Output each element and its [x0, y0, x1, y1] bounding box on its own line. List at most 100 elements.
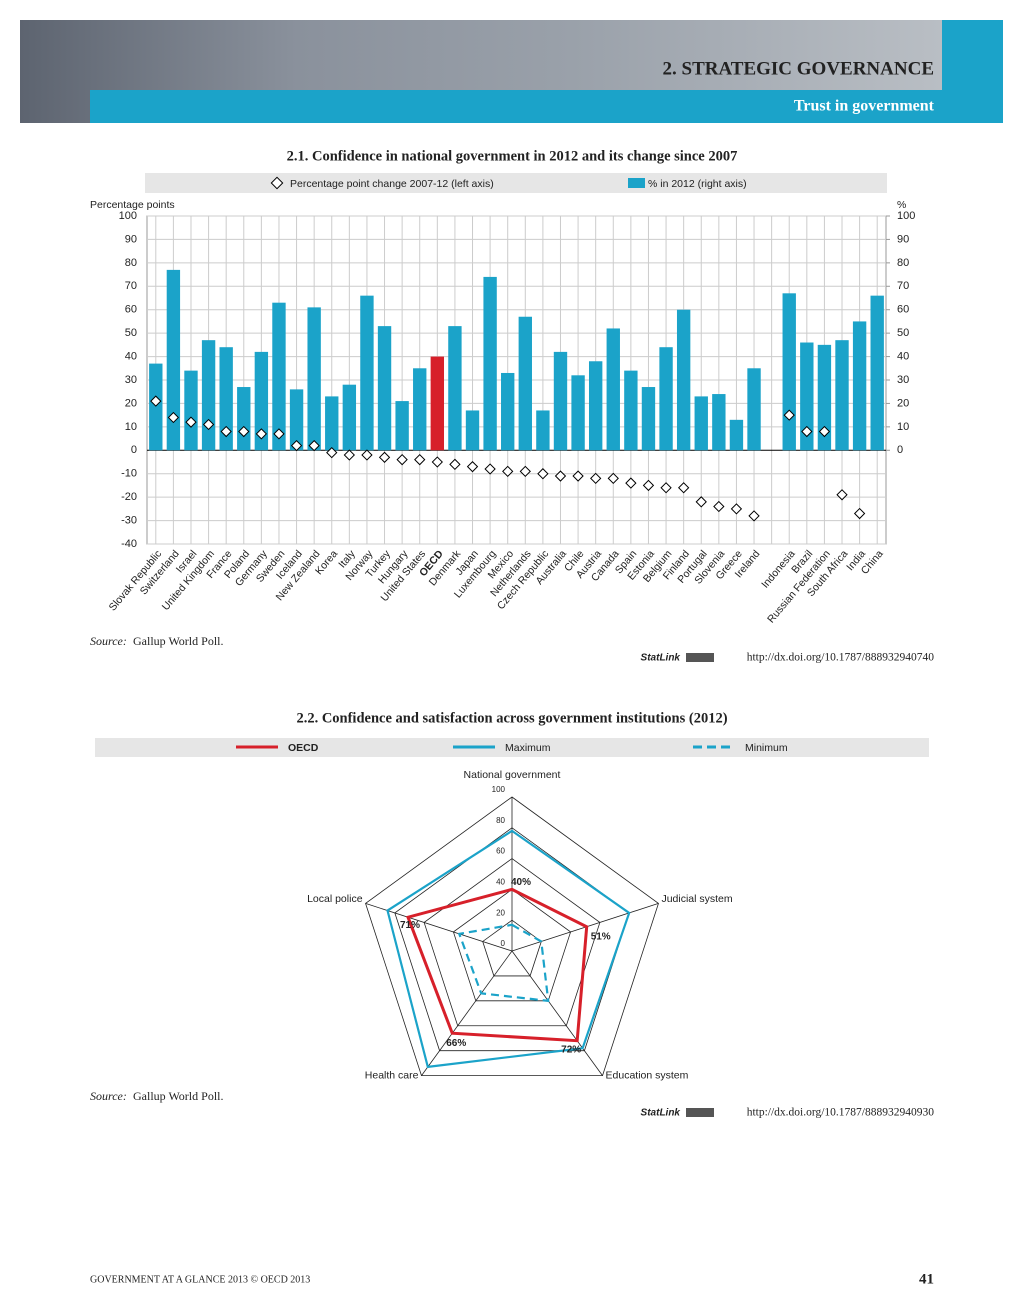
- y-tick-label: -10: [121, 468, 137, 480]
- diamond-marker: [502, 465, 514, 478]
- bar: [254, 351, 269, 451]
- y2-tick-label: 20: [897, 397, 909, 409]
- y2-tick-label: 60: [897, 304, 909, 316]
- bar: [835, 340, 849, 451]
- r-tick-label: 0: [501, 939, 506, 948]
- diamond-marker: [255, 428, 268, 440]
- bar: [342, 384, 357, 451]
- bar: [201, 340, 216, 451]
- legend-label: OECD: [288, 742, 319, 754]
- y-tick-label: -20: [121, 491, 137, 503]
- diamond-marker: [361, 449, 373, 461]
- diamond-marker: [519, 465, 531, 478]
- bar: [360, 295, 374, 451]
- diamond-marker: [836, 489, 848, 501]
- r-tick-label: 60: [496, 847, 505, 856]
- bar: [465, 410, 480, 451]
- source-label: Source:: [90, 1089, 127, 1103]
- y2-tick-label: 100: [897, 210, 915, 222]
- y2-tick-label: 80: [897, 257, 909, 269]
- bar: [289, 389, 304, 451]
- diamond-marker: [220, 425, 232, 438]
- statlink-icon: [686, 653, 714, 662]
- y2-tick-label: 90: [897, 233, 909, 245]
- diamond-marker: [326, 446, 338, 459]
- bar: [747, 368, 761, 451]
- diamond-marker: [554, 470, 567, 482]
- diamond-marker: [590, 472, 602, 485]
- statlink: StatLink: [641, 1108, 681, 1119]
- diamond-marker: [308, 439, 320, 452]
- bar: [782, 293, 796, 451]
- bar: [149, 363, 163, 451]
- radar-ring: [452, 888, 572, 1002]
- y2-tick-label: 30: [897, 374, 909, 386]
- legend-box: [95, 738, 929, 757]
- radar-series: [406, 887, 589, 1043]
- axis-label: National government: [464, 769, 561, 781]
- radar-spoke: [511, 950, 603, 1076]
- bar: [483, 276, 497, 451]
- y2-tick-label: 50: [897, 327, 909, 339]
- y-tick-label: 30: [125, 374, 137, 386]
- axis-label: Judicial system: [661, 893, 732, 905]
- diamond-marker: [853, 507, 866, 520]
- diamond-marker: [273, 428, 285, 440]
- chart-title: 2.2. Confidence and satisfaction across …: [296, 710, 727, 726]
- section-subtitle: Trust in government: [794, 98, 935, 115]
- bar: [448, 326, 462, 451]
- statlink-icon: [686, 1108, 714, 1117]
- diamond-marker: [818, 425, 831, 438]
- axis-label: Health care: [365, 1069, 419, 1081]
- diamond-marker: [625, 477, 637, 489]
- y-tick-label: 50: [125, 327, 137, 339]
- statlink-url[interactable]: http://dx.doi.org/10.1787/888932940930: [747, 1107, 935, 1119]
- bar: [553, 351, 568, 451]
- source: Gallup World Poll.: [133, 1089, 223, 1103]
- section-title: 2. STRATEGIC GOVERNANCE: [663, 58, 935, 79]
- radar-spoke: [365, 903, 513, 952]
- legend-marker: [270, 176, 284, 190]
- bar: [395, 401, 409, 451]
- r-tick-label: 100: [492, 785, 506, 794]
- bar: [641, 387, 656, 451]
- diamond-marker: [713, 500, 725, 513]
- diamond-marker: [414, 454, 426, 466]
- diamond-marker: [572, 470, 584, 482]
- y-tick-label: 60: [125, 304, 137, 316]
- diamond-marker: [783, 409, 795, 421]
- bar: [413, 368, 427, 451]
- footer-text: GOVERNMENT AT A GLANCE 2013 © OECD 2013: [90, 1274, 310, 1285]
- data-label: 71%: [400, 920, 420, 931]
- bar: [870, 295, 884, 451]
- diamond-marker: [378, 451, 391, 463]
- legend-swatch: [628, 178, 645, 188]
- bar: [588, 361, 603, 451]
- radar-spoke: [421, 950, 513, 1076]
- statlink-url[interactable]: http://dx.doi.org/10.1787/888932940740: [747, 652, 935, 664]
- y-tick-label: -40: [121, 538, 137, 550]
- legend-label: Maximum: [505, 742, 551, 754]
- diamond-marker: [642, 479, 655, 492]
- bar: [676, 309, 691, 451]
- y2-tick-label: 0: [897, 444, 903, 456]
- diamond-marker: [748, 510, 760, 522]
- diamond-marker: [238, 425, 250, 438]
- bar: [800, 342, 814, 451]
- bar: [852, 321, 867, 451]
- diamond-marker: [677, 482, 690, 494]
- y-tick-label: 20: [125, 397, 137, 409]
- legend-label: % in 2012 (right axis): [648, 178, 747, 190]
- y-tick-label: 10: [125, 421, 137, 433]
- y-tick-label: -30: [121, 514, 137, 526]
- bar: [571, 375, 585, 451]
- data-label: 66%: [446, 1038, 466, 1049]
- data-label: 40%: [511, 877, 531, 888]
- diamond-marker: [202, 418, 215, 431]
- diamond-marker: [185, 416, 197, 428]
- y2-tick-label: 70: [897, 280, 909, 292]
- r-tick-label: 40: [496, 878, 505, 887]
- page-number: 41: [919, 1271, 934, 1287]
- diamond-marker: [396, 454, 408, 466]
